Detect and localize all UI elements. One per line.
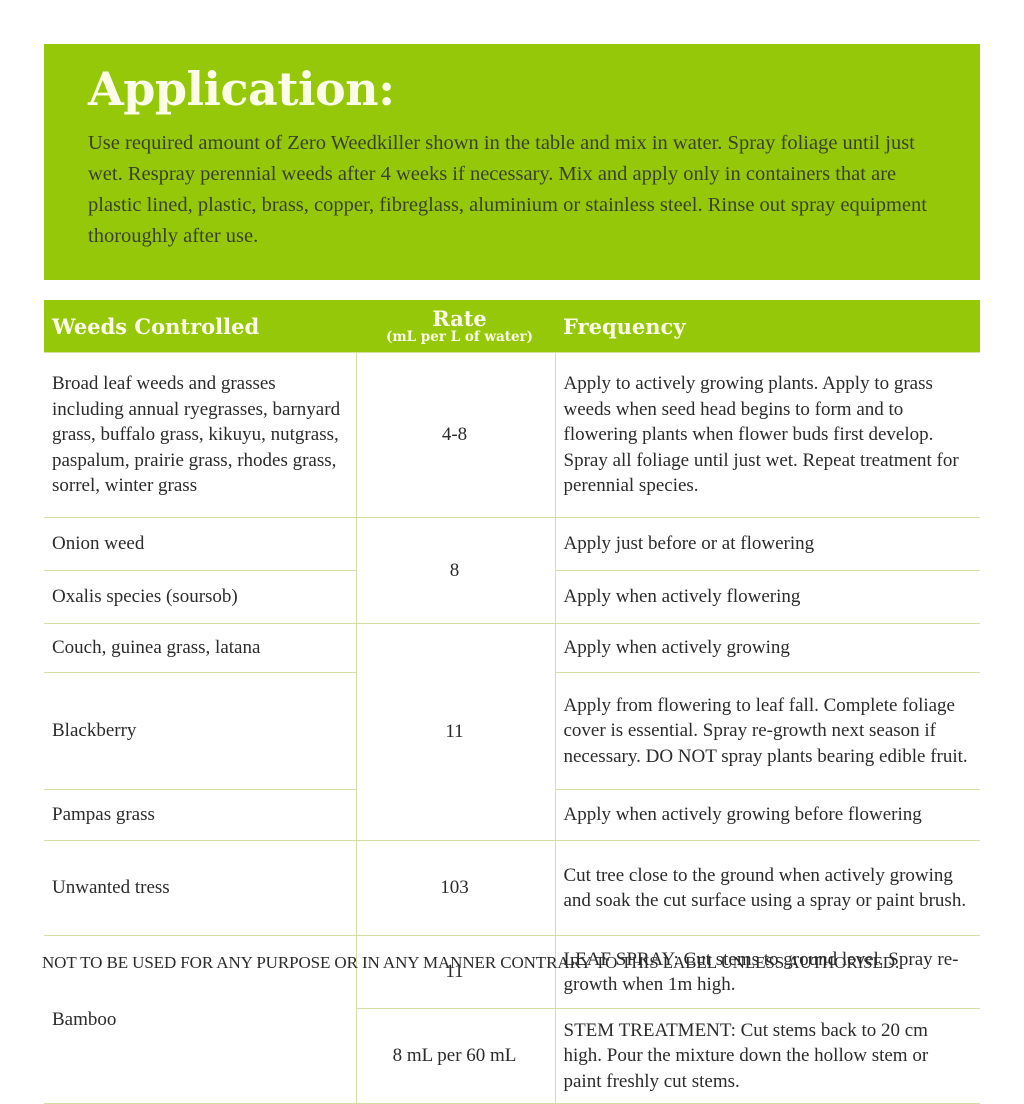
application-title: Application:: [88, 62, 395, 116]
table-row: Onion weed 8 Apply just before or at flo…: [44, 517, 980, 624]
cell-frequency: Apply to actively growing plants. Apply …: [554, 352, 980, 518]
cell-frequency: Cut tree close to the ground when active…: [554, 840, 980, 936]
table-row: Oxalis species (soursob) Apply when acti…: [44, 570, 980, 624]
cell-weed: Unwanted tress: [44, 840, 357, 936]
cell-rate: 4-8: [355, 352, 556, 518]
cell-weed: Couch, guinea grass, latana: [44, 623, 357, 673]
cell-rate: 11: [355, 935, 556, 1009]
column-header-weeds-controlled: Weeds Controlled: [44, 300, 356, 353]
weeds-table-container: Weeds Controlled Rate (mL per L of water…: [44, 300, 980, 1104]
cell-rate: 8: [355, 517, 556, 624]
cell-weed: Oxalis species (soursob): [44, 570, 357, 624]
cell-frequency: Apply when actively growing before flowe…: [554, 789, 980, 841]
table-row: Unwanted tress 103 Cut tree close to the…: [44, 840, 980, 936]
table-row: Broad leaf weeds and grasses including a…: [44, 352, 980, 518]
cell-weed: Onion weed: [44, 517, 357, 571]
cell-frequency: Apply when actively growing: [554, 623, 980, 673]
column-header-rate-main: Rate: [432, 305, 487, 331]
cell-frequency: STEM TREATMENT: Cut stems back to 20 cm …: [554, 1008, 980, 1104]
table-row: Couch, guinea grass, latana 11 Apply whe…: [44, 623, 980, 841]
cell-frequency: Apply just before or at flowering: [554, 517, 980, 571]
cell-frequency: Apply when actively flowering: [554, 570, 980, 624]
table-row: Pampas grass Apply when actively growing…: [44, 789, 980, 841]
column-header-rate: Rate (mL per L of water): [356, 300, 555, 353]
footer-legal-note: NOT TO BE USED FOR ANY PURPOSE OR IN ANY…: [42, 953, 900, 972]
application-panel: Application: Use required amount of Zero…: [44, 44, 980, 280]
table-row: Blackberry Apply from flowering to leaf …: [44, 672, 980, 790]
column-header-rate-units: (mL per L of water): [385, 328, 534, 345]
cell-weed: Broad leaf weeds and grasses including a…: [44, 352, 357, 518]
cell-rate: 11: [355, 623, 556, 841]
label-page: Application: Use required amount of Zero…: [42, 44, 980, 1104]
table-body: Broad leaf weeds and grasses including a…: [44, 352, 980, 1104]
cell-weed: Blackberry: [44, 672, 357, 790]
cell-weed: Pampas grass: [44, 789, 357, 841]
cell-rate: 103: [355, 840, 556, 936]
table-header-row: Weeds Controlled Rate (mL per L of water…: [44, 300, 980, 353]
weeds-controlled-table: Weeds Controlled Rate (mL per L of water…: [44, 300, 980, 1104]
table-header: Weeds Controlled Rate (mL per L of water…: [44, 300, 980, 353]
cell-frequency: LEAF SPRAY: Cut stems to ground level. S…: [554, 935, 980, 1009]
cell-rate: 8 mL per 60 mL: [356, 1008, 556, 1104]
application-body-text: Use required amount of Zero Weedkiller s…: [88, 132, 927, 248]
column-header-frequency: Frequency: [555, 300, 980, 353]
cell-frequency: Apply from flowering to leaf fall. Compl…: [554, 672, 980, 790]
